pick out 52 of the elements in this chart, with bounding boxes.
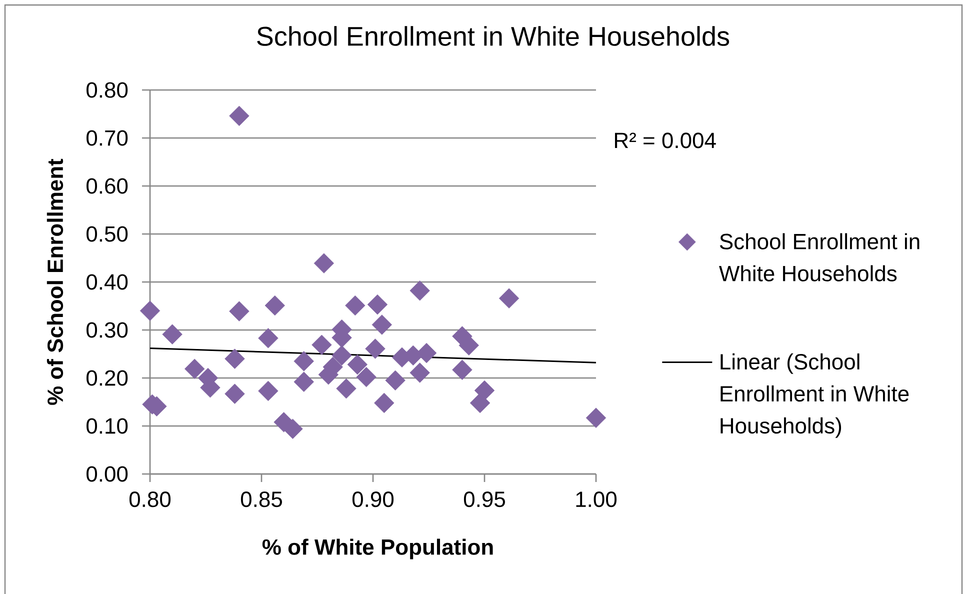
point	[258, 328, 278, 348]
point	[586, 408, 606, 428]
point	[474, 380, 495, 401]
y-tick-label: 0.70	[86, 130, 128, 146]
point	[229, 106, 250, 126]
x-tick-label: 1.00	[576, 492, 617, 508]
point	[498, 288, 520, 308]
point	[372, 314, 392, 335]
y-tick-label: 0.40	[86, 274, 128, 290]
point	[410, 362, 430, 383]
legend-label: School Enrollment in White Households	[719, 233, 920, 282]
chart-title: School Enrollment in White Households	[257, 26, 730, 46]
point	[184, 358, 205, 379]
point	[347, 354, 368, 375]
y-tick-label: 0.20	[86, 370, 128, 386]
y-tick-label: 0.30	[86, 322, 128, 338]
x-tick-label: 0.80	[129, 492, 171, 508]
x-tick-label: 0.85	[240, 492, 282, 508]
y-tick-label: 0.60	[86, 178, 128, 194]
y-tick-label: 0.80	[86, 82, 128, 98]
point	[332, 345, 352, 366]
point	[356, 366, 376, 388]
point	[345, 295, 366, 316]
point	[312, 334, 332, 355]
y-tick-label: 0.10	[86, 418, 128, 434]
point	[410, 280, 430, 301]
point	[452, 360, 472, 380]
point	[367, 294, 388, 315]
point	[162, 324, 182, 344]
x-axis-title: % of White Population	[262, 538, 493, 560]
point	[224, 384, 245, 404]
point	[282, 418, 303, 439]
point	[314, 253, 334, 274]
y-axis-title: % of School Enrollment	[46, 158, 64, 405]
y-tick-label: 0.00	[86, 466, 128, 482]
x-tick-label: 0.95	[464, 492, 505, 508]
point	[374, 392, 394, 414]
point	[365, 338, 386, 359]
point	[294, 351, 314, 372]
point	[294, 372, 314, 392]
legend-label: Linear (School Enrollment in White Households)	[720, 353, 909, 438]
point	[229, 301, 250, 322]
point	[224, 348, 245, 369]
point	[470, 392, 490, 414]
x-tick-label: 0.90	[352, 492, 394, 508]
point	[385, 370, 406, 390]
point	[264, 295, 285, 316]
y-tick-label: 0.50	[86, 226, 128, 242]
text: R² = 0.004	[615, 132, 716, 148]
point	[336, 378, 356, 399]
point	[140, 300, 160, 321]
point	[258, 380, 278, 402]
